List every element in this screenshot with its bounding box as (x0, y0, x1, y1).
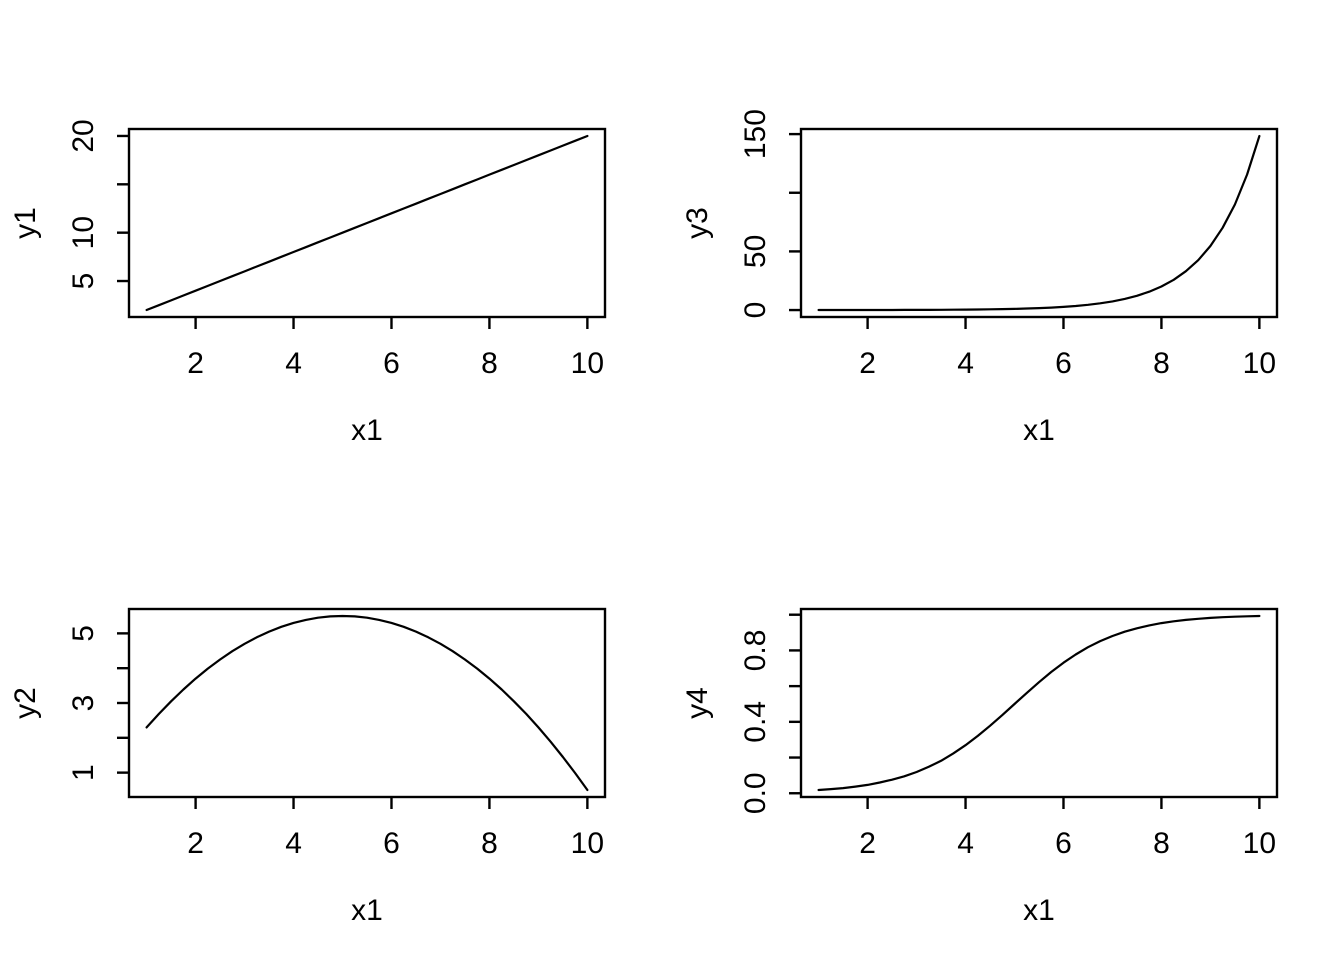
x-tick-label: 2 (187, 827, 204, 860)
x-tick-label: 4 (957, 827, 974, 860)
y-tick-label: 0.0 (739, 772, 772, 814)
x-tick-label: 8 (481, 347, 498, 380)
plot-box (127, 127, 607, 319)
x-tick-label: 10 (571, 347, 604, 380)
y-tick-label: 10 (67, 216, 100, 249)
y-tick-label: 0.8 (739, 630, 772, 672)
curve-y3 (817, 134, 1261, 312)
x-tick-label: 6 (1055, 827, 1072, 860)
x-axis-label: x1 (1023, 894, 1055, 927)
y-tick-label: 1 (67, 764, 100, 781)
subplot-y3-vs-x1: 2 4 6 8 10 0 50 150 x1 y3 (681, 109, 1279, 447)
x-axis-label: x1 (351, 894, 383, 927)
x-tick-label: 6 (383, 347, 400, 380)
plot-box (127, 607, 607, 799)
x-tick-label: 4 (285, 347, 302, 380)
y-axis-ticks: 1 3 5 (67, 625, 129, 781)
y-axis-ticks: 0.0 0.4 0.8 (739, 613, 801, 814)
curve-y1 (145, 134, 589, 312)
subplot-y1-vs-x1: 2 4 6 8 10 5 10 20 x1 y1 (9, 119, 607, 447)
plot-box (799, 127, 1279, 319)
x-tick-label: 8 (1153, 827, 1170, 860)
subplot-y4-vs-x1: 2 4 6 8 10 0.0 0.4 0.8 x1 y4 (681, 607, 1279, 927)
x-tick-label: 4 (285, 827, 302, 860)
x-tick-label: 8 (481, 827, 498, 860)
x-tick-label: 2 (859, 347, 876, 380)
y-axis-ticks: 5 10 20 (67, 119, 129, 289)
y-tick-label: 5 (67, 625, 100, 642)
y-tick-label: 3 (67, 695, 100, 712)
y-tick-label: 50 (739, 235, 772, 268)
x-tick-label: 8 (1153, 347, 1170, 380)
x-tick-label: 2 (859, 827, 876, 860)
y-axis-label: y3 (681, 207, 714, 239)
x-tick-label: 10 (571, 827, 604, 860)
x-tick-label: 6 (383, 827, 400, 860)
x-axis-ticks: 2 4 6 8 10 (187, 797, 604, 860)
y-tick-label: 150 (739, 109, 772, 159)
y-axis-label: y2 (9, 687, 42, 719)
x-axis-label: x1 (1023, 414, 1055, 447)
y-tick-label: 0.4 (739, 701, 772, 743)
x-tick-label: 10 (1243, 827, 1276, 860)
x-tick-label: 6 (1055, 347, 1072, 380)
x-axis-ticks: 2 4 6 8 10 (187, 317, 604, 380)
curve-y2 (145, 614, 589, 792)
y-tick-label: 20 (67, 119, 100, 152)
x-axis-ticks: 2 4 6 8 10 (859, 797, 1276, 860)
subplot-y2-vs-x1: 2 4 6 8 10 1 3 5 x1 y2 (9, 607, 607, 927)
y-axis-ticks: 0 50 150 (739, 109, 801, 318)
y-axis-label: y4 (681, 687, 714, 719)
x-tick-label: 2 (187, 347, 204, 380)
y-axis-label: y1 (9, 207, 42, 239)
y-tick-label: 0 (739, 302, 772, 319)
x-tick-label: 4 (957, 347, 974, 380)
y-tick-label: 5 (67, 273, 100, 290)
x-axis-ticks: 2 4 6 8 10 (859, 317, 1276, 380)
curve-y4 (817, 614, 1261, 792)
x-axis-label: x1 (351, 414, 383, 447)
plot-box (799, 607, 1279, 799)
x-tick-label: 10 (1243, 347, 1276, 380)
